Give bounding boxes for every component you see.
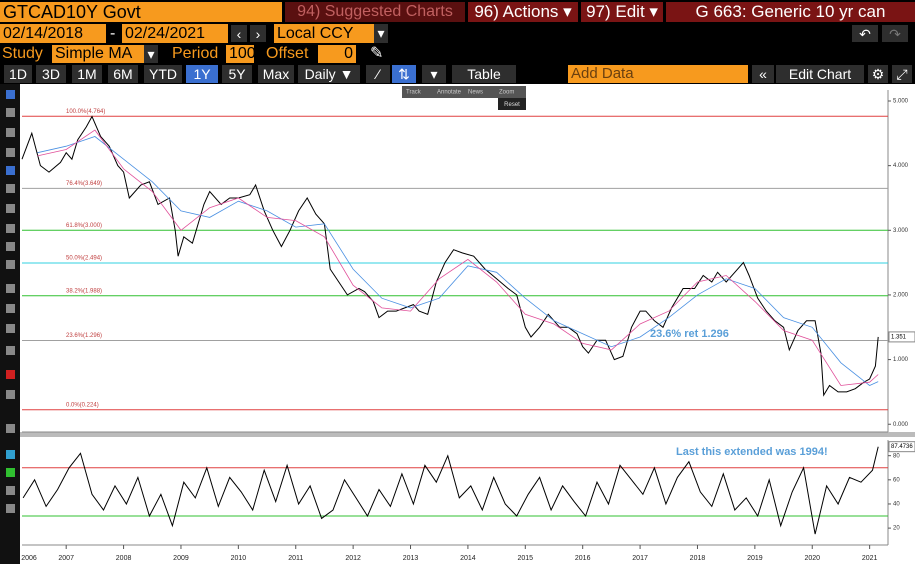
chart: Reset Track Annotate News Zoom 100.0%(4.764… xyxy=(0,84,915,564)
range-button[interactable]: 5Y xyxy=(222,65,252,83)
maximize-button[interactable]: ⤢ xyxy=(892,65,912,83)
edit-chart-button[interactable]: Edit Chart xyxy=(776,65,864,83)
bar-tool[interactable]: ⇅ xyxy=(392,65,416,83)
y-tick-label: 3.000 xyxy=(893,228,909,234)
tool-dropdown[interactable]: ▾ xyxy=(422,65,446,83)
toolbar-icons xyxy=(6,90,15,513)
last-value-box xyxy=(888,331,915,343)
date-separator: - xyxy=(110,25,116,42)
y-tick-label: 5.000 xyxy=(893,99,909,105)
prev-button[interactable]: ‹ xyxy=(231,25,247,42)
offset-label: Offset xyxy=(266,45,309,62)
x-tick-label: 2021 xyxy=(862,555,878,562)
currency[interactable]: Local CCY xyxy=(274,24,374,43)
study-dropdown[interactable]: ▾ xyxy=(144,45,158,63)
series-line xyxy=(37,136,879,386)
annotation: 23.6% ret 1.296 xyxy=(650,328,729,340)
undo-button[interactable]: ↶ xyxy=(852,25,878,42)
study-select[interactable]: Simple MA xyxy=(52,45,144,63)
study-label: Study xyxy=(2,45,43,62)
float-tool[interactable]: News xyxy=(468,90,483,96)
level-label: 76.4%(3.649) xyxy=(66,181,102,187)
x-tick-label: 2007 xyxy=(58,555,74,562)
next-button[interactable]: › xyxy=(250,25,266,42)
level-label: 100.0%(4.764) xyxy=(66,109,105,115)
level-label: 61.8%(3.000) xyxy=(66,223,102,229)
ticker[interactable]: GTCAD10Y Govt xyxy=(0,2,282,22)
y-tick-label: 2.000 xyxy=(893,293,909,299)
level-label: 0.0%(0.224) xyxy=(66,402,99,408)
y-tick-label: 20 xyxy=(893,526,900,532)
y-tick-label: 60 xyxy=(893,477,900,483)
settings-button[interactable]: ⚙ xyxy=(868,65,888,83)
x-tick-label: 2015 xyxy=(518,555,534,562)
redo-button[interactable]: ↷ xyxy=(882,25,908,42)
suggested-charts[interactable]: 94) Suggested Charts xyxy=(285,2,465,22)
x-tick-label: 2019 xyxy=(747,555,763,562)
frequency[interactable]: Daily ▼ xyxy=(298,65,360,83)
x-tick-label: 2018 xyxy=(690,555,706,562)
x-tick-label: 2006 xyxy=(21,555,37,562)
x-tick-label: 2009 xyxy=(173,555,189,562)
x-tick-label: 2010 xyxy=(231,555,247,562)
table-button[interactable]: Table xyxy=(452,65,516,83)
x-tick-label: 2016 xyxy=(575,555,591,562)
range-button[interactable]: 1D xyxy=(4,65,32,83)
pencil-icon[interactable]: ✎ xyxy=(370,45,384,62)
series-line xyxy=(21,115,879,397)
last-value-label: 1.351 xyxy=(891,334,907,340)
annotation: Last this extended was 1994! xyxy=(676,446,828,458)
floating-toolbar: Reset Track Annotate News Zoom xyxy=(402,86,526,110)
range-button[interactable]: 6M xyxy=(108,65,138,83)
end-date[interactable]: 02/24/2021 xyxy=(122,24,228,43)
reset-button[interactable]: Reset xyxy=(504,102,520,108)
range-button[interactable]: 1M xyxy=(72,65,102,83)
x-tick-label: 2020 xyxy=(804,555,820,562)
x-tick-label: 2014 xyxy=(460,555,476,562)
range-button[interactable]: Max xyxy=(258,65,294,83)
y-tick-label: 1.000 xyxy=(893,357,909,363)
start-date[interactable]: 02/14/2018 xyxy=(0,24,106,43)
x-tick-label: 2008 xyxy=(116,555,132,562)
x-tick-label: 2013 xyxy=(403,555,419,562)
range-button[interactable]: 3D xyxy=(36,65,66,83)
edit-menu[interactable]: 97) Edit ▾ xyxy=(581,2,663,22)
chart-background xyxy=(0,84,915,564)
series-line xyxy=(37,129,879,386)
currency-dropdown[interactable]: ▾ xyxy=(374,24,388,43)
period-label: Period xyxy=(172,45,219,62)
float-tool[interactable]: Annotate xyxy=(437,90,462,96)
range-button[interactable]: YTD xyxy=(144,65,182,83)
last-value-box xyxy=(888,441,915,453)
last-value-label: 87.4736 xyxy=(891,444,913,450)
offset-input[interactable]: 0 xyxy=(318,45,356,63)
add-data-input[interactable]: Add Data xyxy=(568,65,748,83)
range-button[interactable]: 1Y xyxy=(186,65,218,83)
y-tick-label: 80 xyxy=(893,453,900,459)
period-input[interactable]: 100 xyxy=(226,45,254,63)
actions-menu[interactable]: 96) Actions ▾ xyxy=(468,2,578,22)
level-label: 38.2%(1.988) xyxy=(66,288,102,294)
x-tick-label: 2017 xyxy=(632,555,648,562)
level-label: 50.0%(2.494) xyxy=(66,256,102,262)
panel-separator xyxy=(20,432,915,437)
line-tool[interactable]: ⁄ xyxy=(366,65,390,83)
x-tick-label: 2011 xyxy=(288,555,303,562)
y-tick-label: 0.000 xyxy=(893,422,909,428)
collapse-button[interactable]: « xyxy=(752,65,774,83)
y-tick-label: 4.000 xyxy=(893,163,909,169)
y-tick-label: 40 xyxy=(893,502,900,508)
series-line xyxy=(22,446,879,535)
security-title: G 663: Generic 10 yr can xyxy=(666,2,915,22)
float-tool[interactable]: Track xyxy=(406,90,422,96)
float-tool[interactable]: Zoom xyxy=(499,90,514,96)
level-label: 23.6%(1.296) xyxy=(66,333,102,339)
x-tick-label: 2012 xyxy=(345,555,361,562)
